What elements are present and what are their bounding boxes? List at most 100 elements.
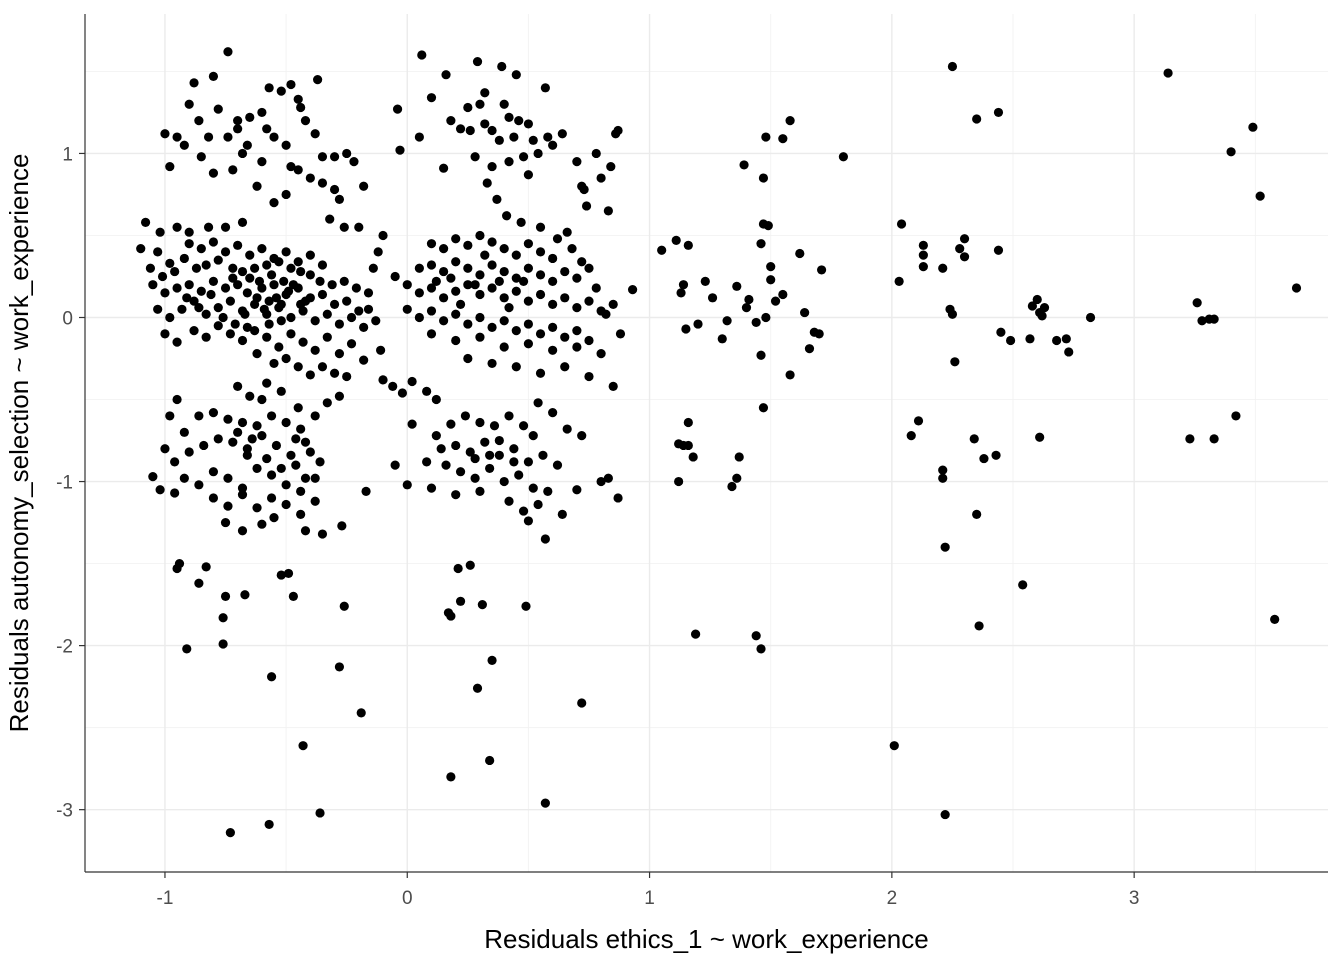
data-point <box>349 157 359 167</box>
data-point <box>557 509 567 519</box>
data-point <box>744 294 754 305</box>
axes <box>84 14 1328 873</box>
data-point <box>286 450 296 460</box>
data-point <box>431 276 441 287</box>
data-point <box>293 94 303 104</box>
data-point <box>480 119 490 129</box>
data-point <box>560 266 570 277</box>
data-point <box>577 698 587 708</box>
data-point <box>342 148 352 159</box>
data-point <box>451 490 461 500</box>
data-point <box>203 132 214 142</box>
data-point <box>293 257 303 267</box>
data-point <box>213 303 223 313</box>
data-point <box>371 316 381 326</box>
data-point <box>475 99 485 109</box>
data-point <box>499 293 509 303</box>
data-point <box>770 296 781 306</box>
data-point <box>485 450 495 460</box>
data-point <box>414 132 424 142</box>
data-point <box>523 170 534 180</box>
data-point <box>228 273 238 283</box>
x-tick-label: 1 <box>644 888 655 909</box>
data-point <box>533 148 543 159</box>
data-point <box>189 326 199 336</box>
x-axis-title: Residuals ethics_1 ~ work_experience <box>484 924 928 954</box>
data-point <box>463 319 473 329</box>
data-point <box>511 70 521 80</box>
data-point <box>439 163 449 173</box>
data-point <box>291 434 301 444</box>
data-point <box>1039 303 1050 313</box>
data-point <box>298 337 308 347</box>
data-point <box>201 332 211 342</box>
data-point <box>233 381 243 392</box>
data-point <box>414 312 424 323</box>
data-point <box>264 819 274 830</box>
data-point <box>426 483 437 493</box>
data-point <box>417 50 427 60</box>
data-point <box>329 152 340 162</box>
data-point <box>334 319 345 329</box>
data-point <box>756 350 766 360</box>
data-point <box>339 601 349 611</box>
data-point <box>540 83 550 93</box>
data-point <box>523 119 534 129</box>
data-point <box>223 473 233 483</box>
data-point <box>242 322 252 332</box>
data-point <box>223 47 233 57</box>
y-tick-label: -1 <box>56 473 73 494</box>
data-point <box>240 309 250 319</box>
data-point <box>487 358 497 369</box>
data-point <box>1192 298 1202 308</box>
data-point <box>475 312 485 323</box>
data-point <box>310 316 320 326</box>
data-point <box>518 421 529 431</box>
data-point <box>266 270 277 280</box>
data-point <box>257 243 267 254</box>
data-point <box>283 286 294 296</box>
data-point <box>397 388 408 398</box>
data-point <box>276 570 286 580</box>
data-point <box>814 329 824 339</box>
data-point <box>463 353 473 364</box>
data-point <box>533 499 543 510</box>
data-point <box>252 181 262 191</box>
data-point <box>446 611 456 621</box>
data-point <box>378 375 388 385</box>
data-point <box>269 280 279 290</box>
data-point <box>584 296 594 306</box>
data-point <box>252 421 262 431</box>
data-point <box>608 381 618 392</box>
data-point <box>220 247 231 257</box>
data-point <box>1037 311 1047 321</box>
data-point <box>972 509 982 519</box>
data-point <box>407 419 417 429</box>
data-point <box>482 178 492 188</box>
x-tick-label: 0 <box>402 888 413 909</box>
data-point <box>523 263 534 273</box>
data-point <box>172 283 182 293</box>
data-point <box>451 335 461 346</box>
data-point <box>671 235 681 245</box>
data-point <box>402 480 412 490</box>
data-point <box>317 260 328 270</box>
data-point <box>155 227 165 237</box>
data-point <box>451 257 461 267</box>
data-point <box>514 470 524 480</box>
data-point <box>218 613 228 623</box>
y-tick-label: -2 <box>56 637 73 658</box>
data-point <box>674 476 684 487</box>
data-point <box>455 299 466 309</box>
data-point <box>390 460 400 470</box>
data-point <box>388 381 398 392</box>
data-point <box>514 116 524 126</box>
data-point <box>676 288 686 298</box>
data-point <box>165 312 175 323</box>
data-point <box>390 271 400 282</box>
data-point <box>179 253 189 264</box>
data-point <box>591 148 601 159</box>
data-point <box>548 408 558 418</box>
data-point <box>785 116 795 126</box>
data-point <box>310 496 320 506</box>
